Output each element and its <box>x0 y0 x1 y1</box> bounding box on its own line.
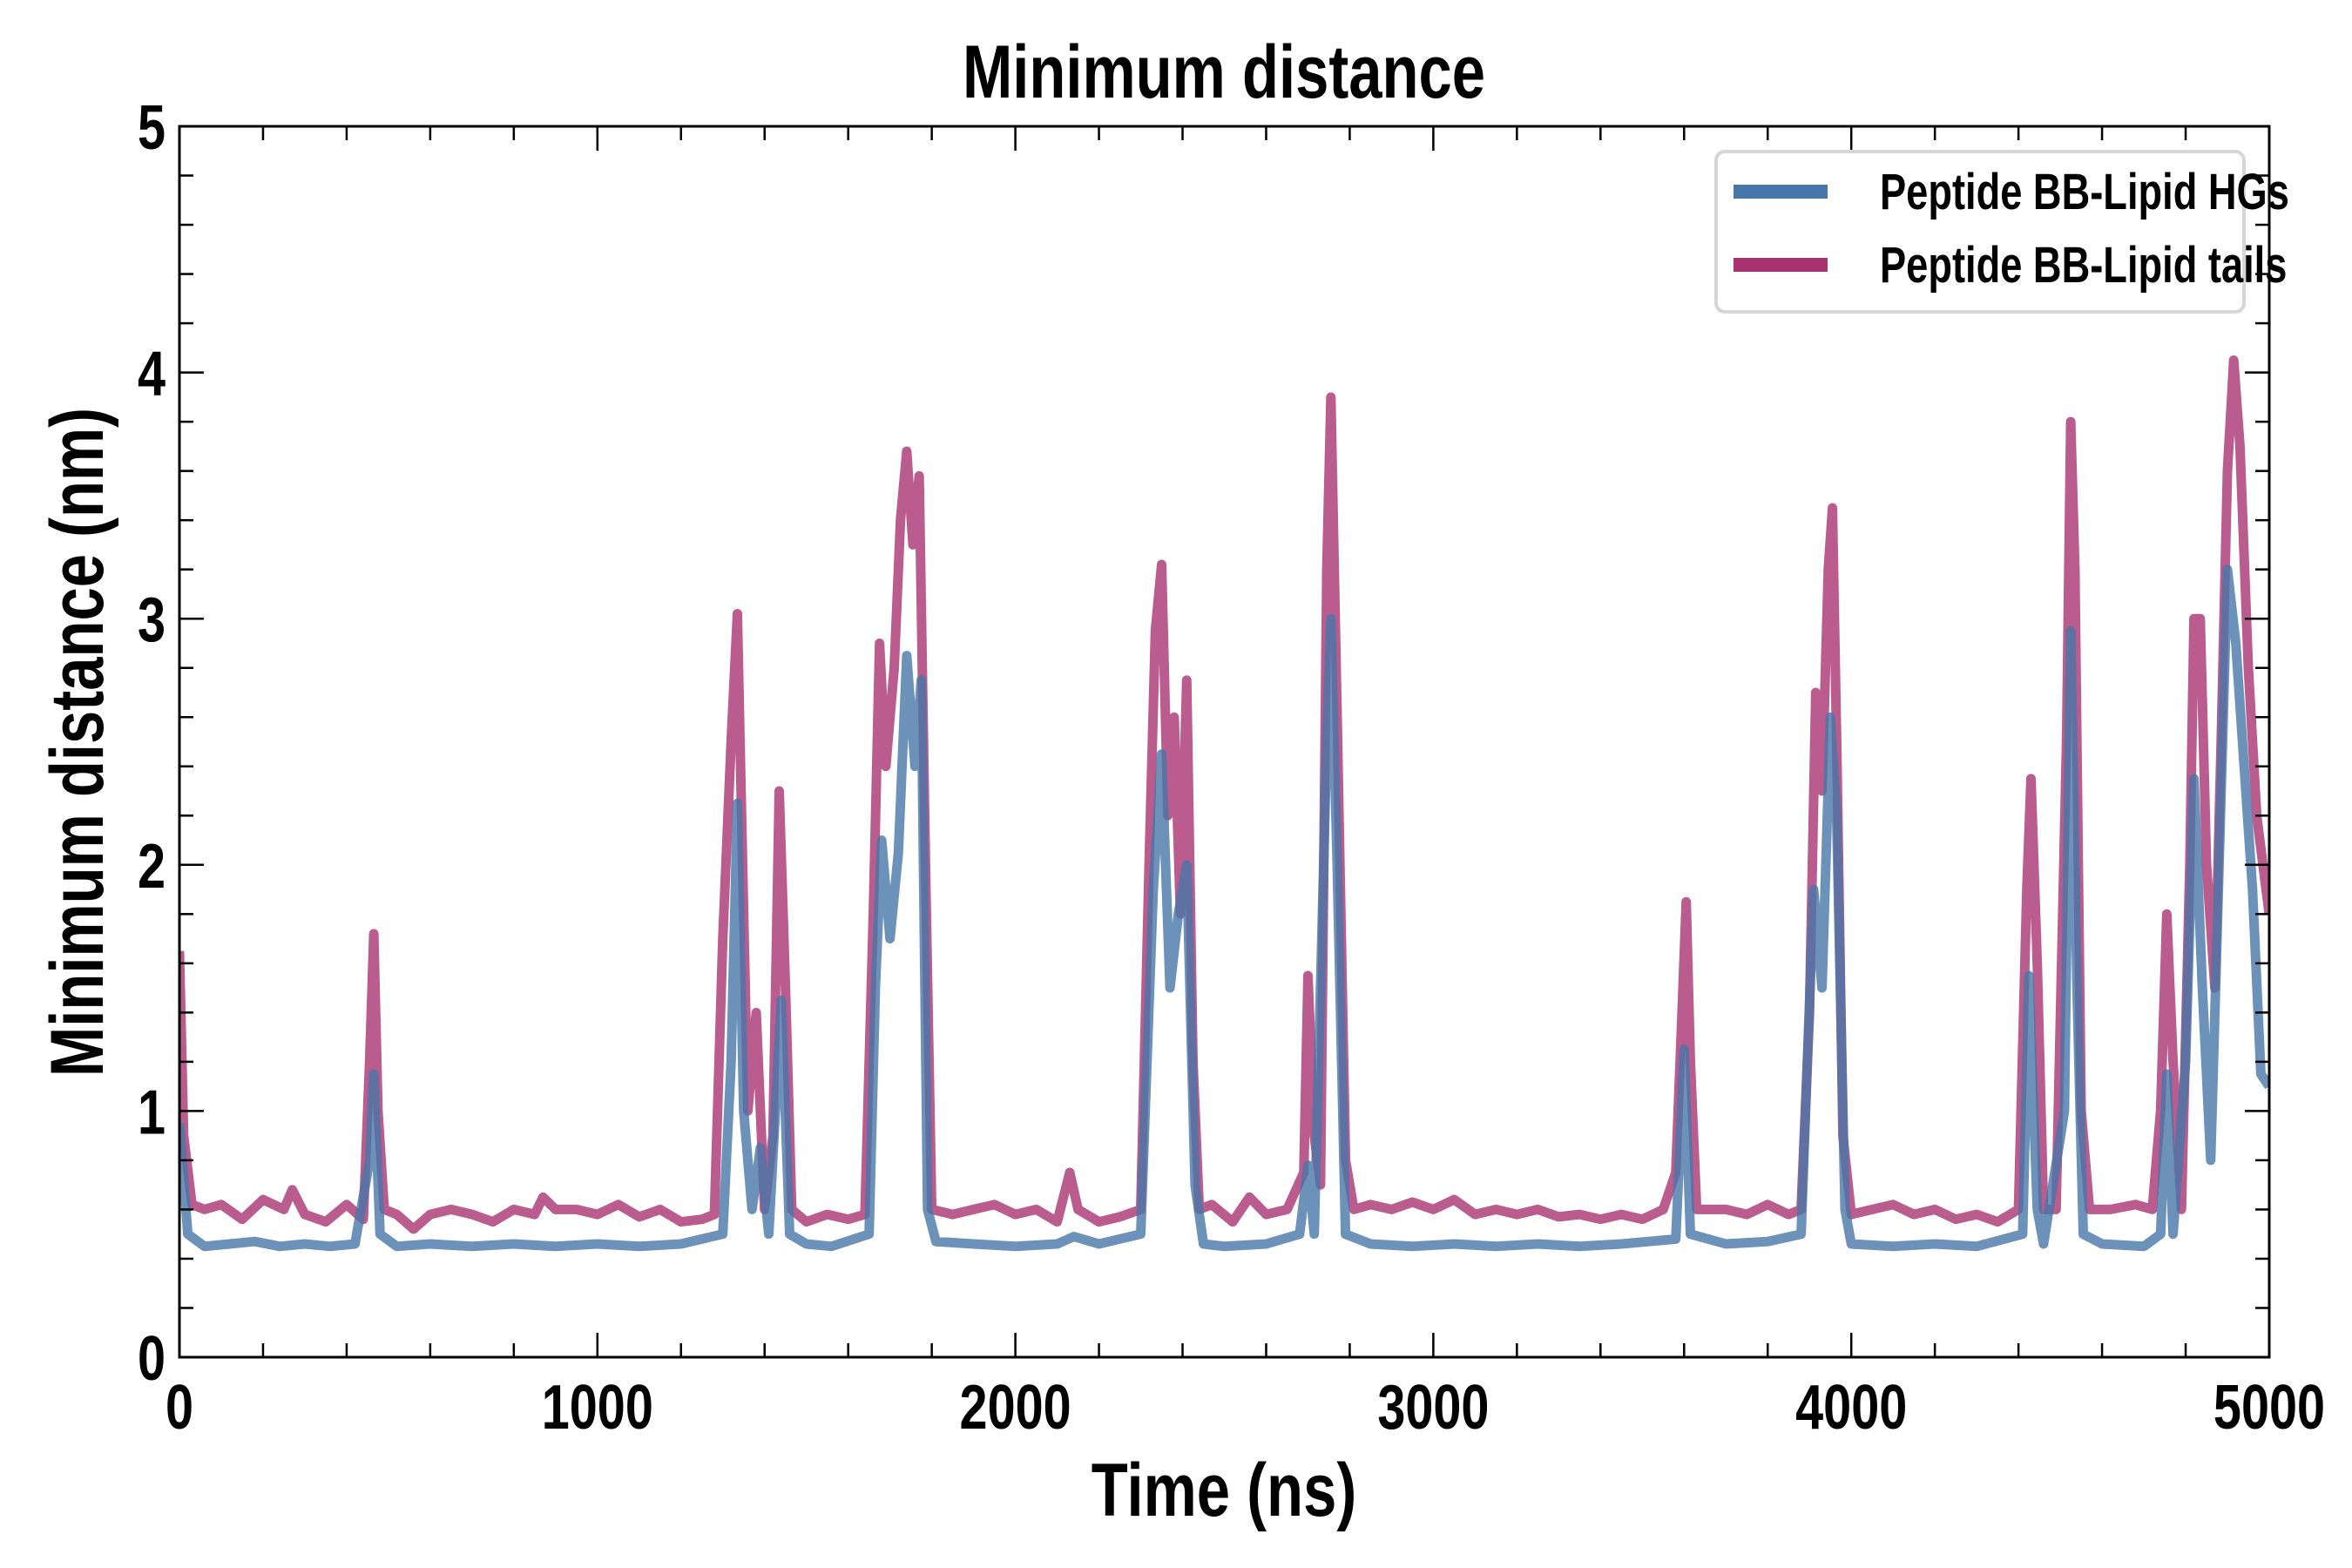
y-tick-label: 2 <box>138 831 166 902</box>
series-line-lipid-hgs <box>179 564 2269 1252</box>
x-tick-label: 2000 <box>960 1372 1071 1443</box>
y-tick-label: 5 <box>138 92 166 163</box>
plot-lines <box>179 355 2269 1252</box>
series-line-lipid-tails <box>179 355 2269 1234</box>
x-tick-label: 5000 <box>2213 1372 2325 1443</box>
legend-label: Peptide BB-Lipid HGs <box>1880 165 2289 221</box>
chart-title: Minimum distance <box>963 30 1485 114</box>
legend-box <box>1714 150 2246 314</box>
x-tick-label: 1000 <box>542 1372 653 1443</box>
y-tick-label: 0 <box>138 1323 166 1394</box>
legend: Peptide BB-Lipid HGs Peptide BB-Lipid tai… <box>1714 150 2289 314</box>
x-tick-label: 3000 <box>1377 1372 1489 1443</box>
axis-ticks: 0 1000 2000 3000 4000 5000 0 1 2 3 4 5 <box>138 92 2325 1443</box>
legend-label: Peptide BB-Lipid tails <box>1880 238 2287 294</box>
y-tick-label: 4 <box>138 338 166 409</box>
y-tick-label: 1 <box>138 1077 166 1147</box>
x-tick-label: 4000 <box>1795 1372 1907 1443</box>
plot-frame <box>178 125 2271 1359</box>
x-axis-label: Time (ns) <box>1092 1449 1357 1532</box>
y-axis-label: Minimum distance (nm) <box>36 408 119 1077</box>
y-tick-label: 3 <box>138 585 166 655</box>
x-tick-label: 0 <box>166 1372 193 1443</box>
